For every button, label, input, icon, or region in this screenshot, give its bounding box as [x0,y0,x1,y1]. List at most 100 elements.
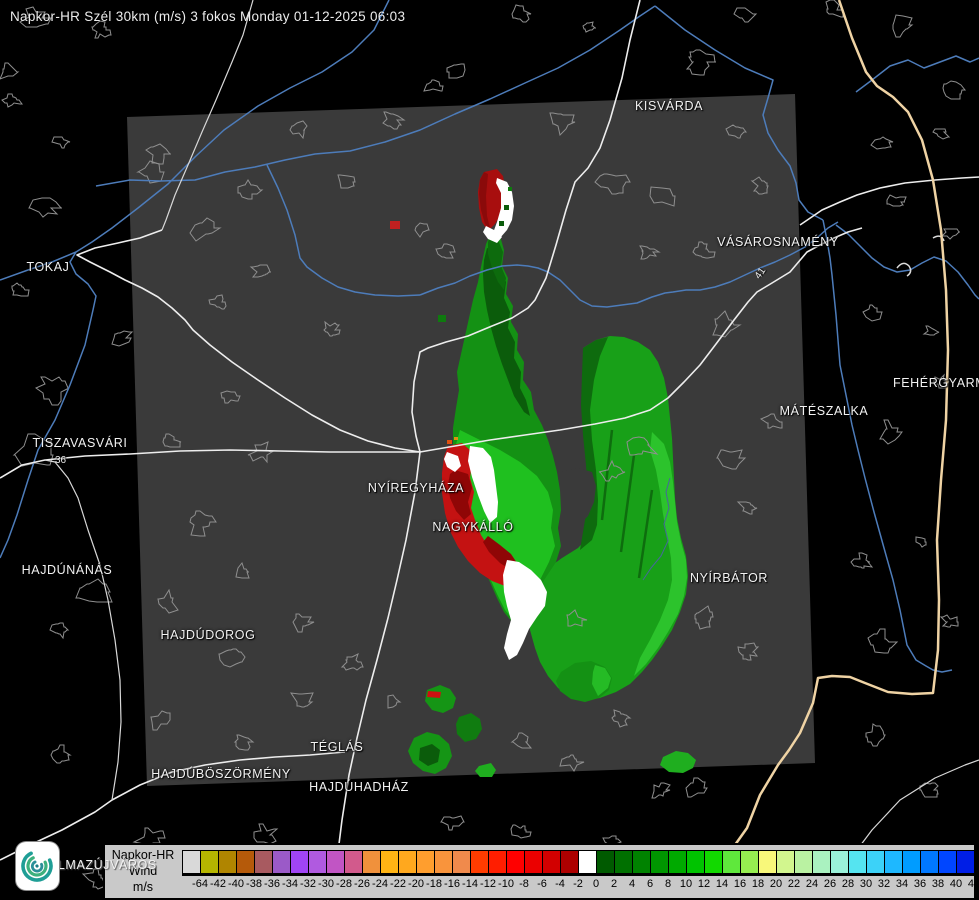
legend-color-box [237,851,254,873]
legend-tick: 36 [913,878,927,890]
legend-color-box [777,851,794,873]
legend-tick: -64 [192,878,208,890]
country-border [693,0,950,900]
city-label-mateszalka: MÁTÉSZALKA [779,404,869,418]
legend-tick: 28 [841,878,855,890]
city-label-nyiregyhaza: NYÍREGYHÁZA [367,481,465,495]
legend-tick: -28 [336,878,352,890]
legend-color-box [417,851,434,873]
city-label-nyirbator: NYÍRBÁTOR [689,571,769,585]
legend-color-box [579,851,596,873]
legend-tick: 30 [859,878,873,890]
legend-color-box [489,851,506,873]
legend-tick: 0 [592,878,600,890]
legend-color-box [183,851,200,873]
legend-tick: -14 [462,878,478,890]
city-label-vasarosnameny: VÁSÁROSNAMÉNY [717,235,839,249]
legend-color-box [885,851,902,873]
legend-color-box [957,851,974,873]
legend-color-box [633,851,650,873]
legend-color-box [561,851,578,873]
legend-color-box [471,851,488,873]
legend-color-box [453,851,470,873]
city-label-tiszavasvari: TISZAVASVÁRI [32,436,128,450]
spiral-icon [21,851,53,882]
legend-color-box [921,851,938,873]
legend-color-box [309,851,326,873]
map-title: Napkor-HR Szél 30km (m/s) 3 fokos Monday… [10,9,406,24]
legend-color-box [831,851,848,873]
legend-color-box [669,851,686,873]
legend-color-box [813,851,830,873]
legend-tick: 10 [679,878,693,890]
city-label-teglas: TÉGLÁS [310,740,364,754]
legend-color-box [795,851,812,873]
legend-color-box [291,851,308,873]
legend-tick: 6 [646,878,654,890]
legend-color-box [597,851,614,873]
city-label-hajduhadhaz: HAJDÚHADHÁZ [309,780,409,794]
legend-color-box [543,851,560,873]
legend-tick: -22 [390,878,406,890]
legend-tick-labels: -64 -42 -40 -38 -36 -34 -32 -30 -28 -26 -24 -22 -20-… [105,878,979,894]
legend-tick: 8 [664,878,672,890]
legend-tick: 24 [805,878,819,890]
legend-color-box [903,851,920,873]
city-label-hajdudorog: HAJDÚDOROG [160,628,256,642]
legend-tick: -18 [426,878,442,890]
legend-color-box [219,851,236,873]
legend-panel: Napkor-HR Wind m/s -64 -42 -40 -38 -36 -34 -32… [103,843,979,900]
legend-color-box [525,851,542,873]
legend-tick: -16 [444,878,460,890]
legend-tick: 32 [877,878,891,890]
legend-tick: 18 [751,878,765,890]
legend-tick: -10 [498,878,514,890]
legend-tick: 2 [610,878,618,890]
brand-logo [16,842,59,890]
legend-tick: 20 [769,878,783,890]
radar-echoes [390,169,696,777]
legend-tick: 38 [931,878,945,890]
legend-tick: -24 [372,878,388,890]
legend-quantity: Wind [128,864,158,878]
legend-color-box [201,851,218,873]
city-label-hajdunanas: HAJDÚNÁNÁS [21,563,113,577]
legend-tick: 40 [949,878,963,890]
legend-tick: -42 [210,878,226,890]
city-label-balmazujvaros: BALMAZÚJVÁROS [40,858,157,872]
legend-tick: -38 [246,878,262,890]
legend-color-box [939,851,956,873]
legend-tick: 42 [967,878,979,890]
legend-tick: -4 [555,878,565,890]
legend-tick: -6 [537,878,547,890]
legend-color-box [741,851,758,873]
legend-product-label: Napkor-HR Wind m/s [105,847,181,895]
meander-scar-marks [896,235,945,277]
legend-color-box [849,851,866,873]
legend-color-box [435,851,452,873]
legend-color-box [363,851,380,873]
legend-tick: -32 [300,878,316,890]
road-number-36: 36 [55,455,67,466]
legend-color-box [507,851,524,873]
legend-color-box [705,851,722,873]
legend-tick: 12 [697,878,711,890]
legend-tick: -26 [354,878,370,890]
city-label-kisvarda: KISVÁRDA [634,99,704,113]
rivers [0,0,979,673]
legend-tick: -40 [228,878,244,890]
legend-color-box [615,851,632,873]
legend-product-name: Napkor-HR [111,848,175,862]
legend-tick: -20 [408,878,424,890]
legend-color-box [381,851,398,873]
legend-tick: -8 [519,878,529,890]
legend-color-box [327,851,344,873]
legend-color-box [687,851,704,873]
legend-tick: -12 [480,878,496,890]
legend-tick: 14 [715,878,729,890]
city-label-hajduboszormeny: HAJDÚBÖSZÖRMÉNY [151,767,291,781]
legend-tick: 26 [823,878,837,890]
city-label-nagykallo: NAGYKÁLLÓ [432,520,514,534]
